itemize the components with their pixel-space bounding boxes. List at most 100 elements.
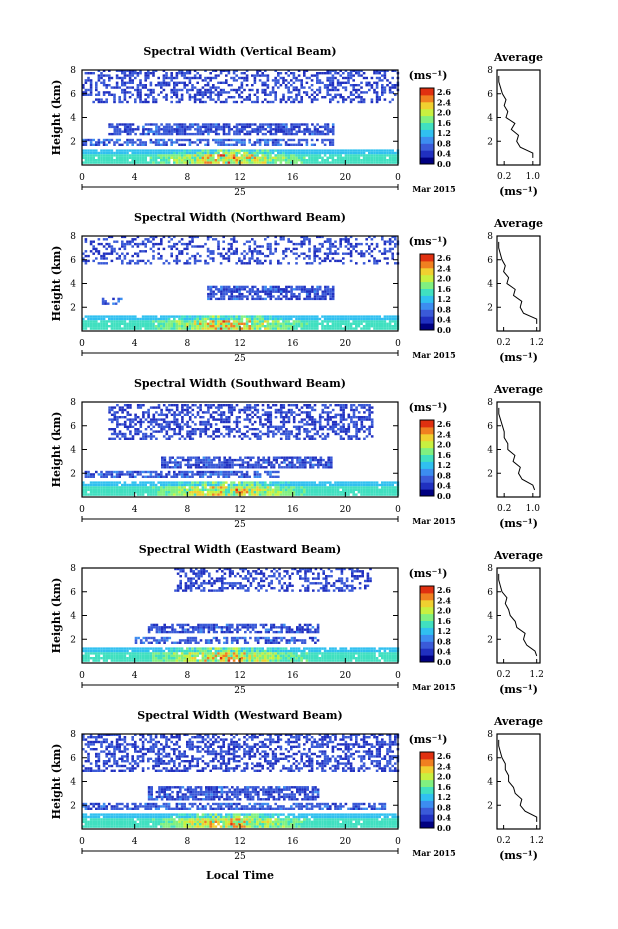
data-cell (129, 132, 132, 136)
data-cell (175, 408, 179, 412)
data-cell (84, 259, 88, 263)
data-cell (105, 149, 108, 152)
data-cell (199, 428, 202, 431)
data-cell (162, 315, 166, 318)
data-cell (386, 240, 389, 243)
data-cell (375, 81, 379, 84)
data-cell (116, 404, 119, 407)
data-cell (223, 458, 226, 462)
data-cell (365, 481, 368, 484)
data-cell (87, 325, 90, 328)
data-cell (253, 297, 257, 301)
data-cell (347, 491, 350, 494)
data-cell (214, 285, 218, 289)
data-cell (360, 481, 363, 484)
data-cell (217, 475, 220, 478)
data-cell (264, 486, 267, 489)
data-cell (165, 154, 168, 157)
data-cell (352, 86, 355, 89)
data-cell (265, 458, 268, 462)
data-cell (149, 327, 153, 330)
data-cell (217, 491, 220, 494)
data-cell (378, 322, 381, 325)
data-cell (113, 96, 116, 99)
data-cell (246, 297, 249, 301)
data-cell (279, 130, 283, 133)
data-cell (323, 320, 327, 323)
data-cell (238, 128, 241, 131)
x-tick-label: 0 (395, 339, 401, 349)
data-cell (266, 315, 270, 318)
data-cell (141, 481, 145, 484)
data-cell (308, 486, 311, 489)
data-cell (298, 297, 301, 301)
data-cell (225, 74, 228, 77)
data-cell (157, 125, 161, 129)
data-cell (394, 493, 397, 496)
data-cell (165, 74, 168, 77)
data-cell (316, 315, 319, 318)
data-cell (274, 475, 277, 478)
data-cell (316, 149, 319, 152)
data-cell (175, 259, 179, 263)
data-cell (355, 149, 358, 152)
data-cell (196, 315, 199, 318)
data-cell (274, 285, 278, 289)
data-cell (186, 245, 189, 248)
data-cell (87, 488, 90, 491)
data-cell (240, 470, 244, 474)
data-cell (235, 149, 238, 152)
data-cell (170, 404, 174, 407)
data-cell (238, 151, 241, 155)
data-cell (331, 325, 335, 328)
data-cell (217, 315, 220, 318)
data-cell (142, 125, 145, 129)
data-cell (381, 235, 384, 239)
data-cell (105, 159, 108, 162)
data-cell (165, 151, 168, 155)
data-cell (212, 473, 215, 476)
data-cell (308, 493, 311, 496)
data-cell (248, 493, 251, 496)
data-cell (152, 98, 155, 101)
data-cell (230, 143, 233, 146)
data-cell (155, 411, 158, 414)
data-cell (235, 141, 238, 144)
data-cell (291, 463, 294, 467)
data-cell (279, 143, 283, 146)
data-cell (252, 463, 255, 467)
data-cell (163, 461, 167, 464)
data-cell (313, 96, 316, 99)
data-cell (334, 252, 337, 255)
data-cell (245, 161, 249, 164)
data-cell (155, 430, 158, 433)
data-cell (298, 458, 302, 462)
data-cell (349, 100, 353, 104)
data-cell (129, 404, 132, 407)
data-cell (100, 486, 103, 489)
data-cell (279, 72, 283, 75)
data-cell (116, 411, 119, 414)
data-cell (381, 86, 384, 89)
data-cell (388, 242, 392, 246)
data-cell (147, 259, 150, 263)
data-cell (277, 491, 280, 494)
data-cell (264, 290, 267, 293)
data-cell (214, 76, 218, 80)
data-cell (113, 143, 116, 146)
data-cell (209, 76, 212, 80)
data-cell (238, 327, 241, 330)
data-cell (329, 238, 332, 241)
data-cell (230, 151, 233, 155)
data-cell (303, 149, 306, 152)
data-cell (362, 72, 366, 75)
data-cell (167, 317, 171, 321)
data-cell (316, 483, 319, 487)
data-cell (274, 91, 277, 94)
data-cell (207, 461, 211, 464)
data-cell (165, 423, 169, 426)
data-cell (251, 317, 254, 321)
data-cell (287, 138, 290, 142)
data-cell (269, 481, 272, 484)
data-cell (147, 76, 150, 80)
